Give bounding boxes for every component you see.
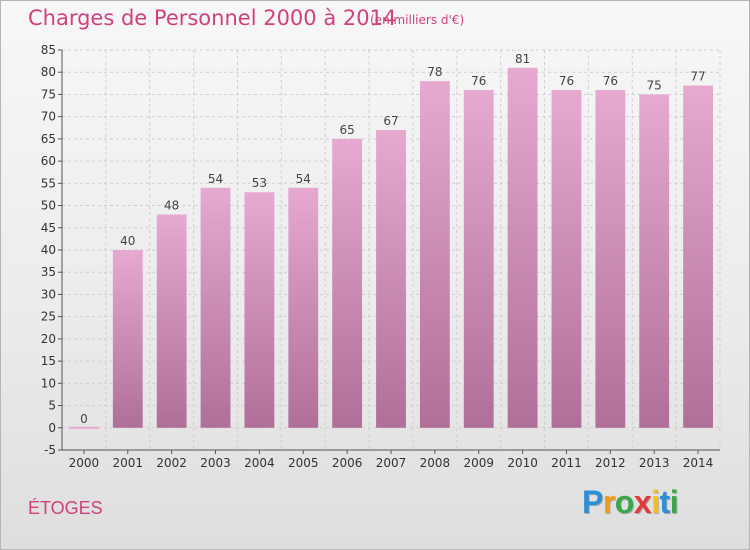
bar-2011[interactable] [551,90,582,428]
y-tick-label: 40 [41,243,56,257]
y-tick-label: 70 [41,110,56,124]
x-tick-label-2014: 2014 [683,456,714,470]
value-label-2010: 81 [515,52,530,66]
bar-2001[interactable] [112,250,143,428]
chart-subtitle: (en milliers d'€) [370,13,465,27]
y-tick-label: 25 [41,310,56,324]
value-label-2008: 78 [427,65,442,79]
bar-2007[interactable] [376,130,406,428]
x-tick-label-2001: 2001 [113,456,144,470]
x-tick-label-2012: 2012 [595,456,626,470]
x-tick-label-2005: 2005 [288,456,319,470]
x-tick-label-2006: 2006 [332,456,363,470]
value-label-2007: 67 [383,114,398,128]
bar-2004[interactable] [244,192,275,428]
value-label-2009: 76 [471,74,486,88]
y-tick-label: 15 [41,354,56,368]
bar-2002[interactable] [156,214,187,428]
y-tick-label: 80 [41,65,56,79]
value-label-2004: 53 [252,176,267,190]
value-label-2011: 76 [559,74,574,88]
x-tick-label-2007: 2007 [376,456,407,470]
value-label-2005: 54 [296,172,311,186]
x-tick-label-2009: 2009 [463,456,494,470]
value-label-2000: 0 [80,412,88,426]
x-tick-label-2008: 2008 [420,456,451,470]
y-tick-label: -5 [44,443,56,457]
proxiti-logo[interactable]: Proxiti [582,484,679,520]
x-tick-label-2011: 2011 [551,456,582,470]
y-tick-label: 60 [41,154,56,168]
bar-2014[interactable] [683,85,713,428]
bar-2013[interactable] [639,94,670,428]
x-tick-label-2010: 2010 [507,456,538,470]
bar-2006[interactable] [332,138,363,428]
label-layer: 0 40 48 54 53 54 65 67 78 76 81 76 76 75 77 [80,52,706,426]
bar-2012[interactable] [595,90,626,428]
chart-title: Charges de Personnel 2000 à 2014 [28,6,397,30]
x-tick-label-2004: 2004 [244,456,275,470]
y-tick-label: 5 [48,399,56,413]
x-tick-label-2013: 2013 [639,456,670,470]
value-label-2014: 77 [690,70,705,84]
y-tick-label: 35 [41,265,56,279]
commune-name: ÉTOGES [28,498,103,518]
bar-2010[interactable] [507,67,538,428]
axis-layer: -5 0 5 10 15 20 25 30 35 40 45 50 55 60 65 70 75 80 85 2000… [41,43,720,470]
y-tick-label: 45 [41,221,56,235]
value-label-2003: 54 [208,172,223,186]
y-tick-label: 20 [41,332,56,346]
y-tick-label: 50 [41,199,56,213]
bar-layer [69,67,713,429]
y-tick-label: 10 [41,376,56,390]
value-label-2001: 40 [120,234,135,248]
value-label-2006: 65 [339,123,354,137]
y-tick-label: 30 [41,287,56,301]
bar-2003[interactable] [200,187,231,428]
y-tick-label: 65 [41,132,56,146]
y-tick-label: 55 [41,176,56,190]
bar-2009[interactable] [463,90,494,428]
bar-2008[interactable] [419,81,450,428]
value-label-2012: 76 [603,74,618,88]
bar-2005[interactable] [288,187,319,428]
y-tick-label: 0 [48,421,56,435]
value-label-2013: 75 [647,78,662,92]
x-tick-label-2002: 2002 [156,456,187,470]
y-tick-label: 75 [41,87,56,101]
x-tick-label-2003: 2003 [200,456,231,470]
y-tick-label: 85 [41,43,56,57]
x-tick-label-2000: 2000 [69,456,100,470]
value-label-2002: 48 [164,198,179,212]
